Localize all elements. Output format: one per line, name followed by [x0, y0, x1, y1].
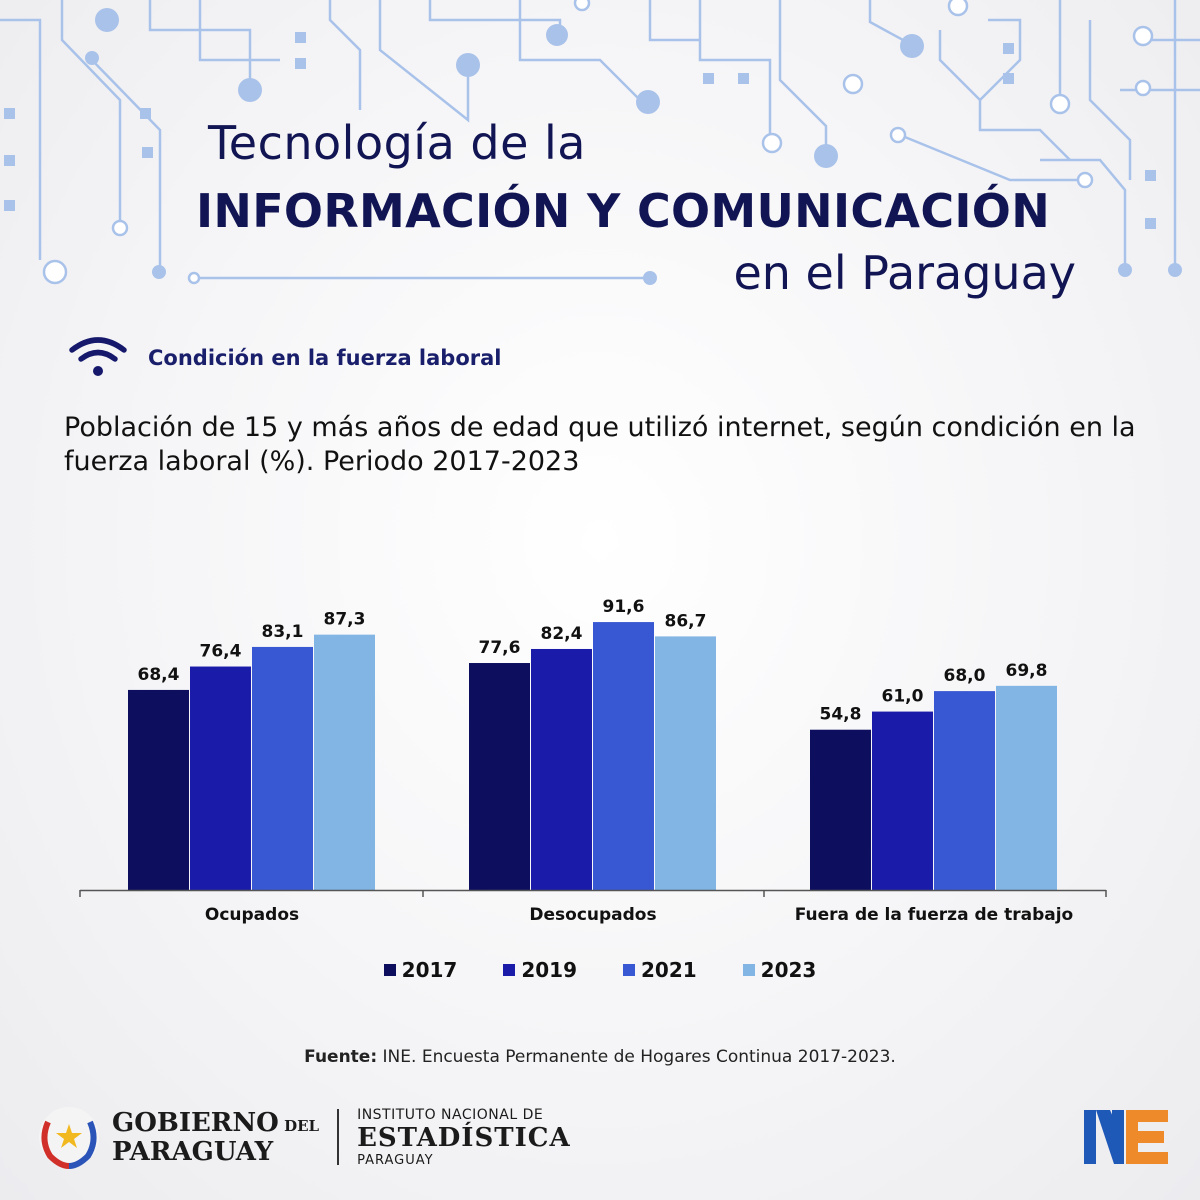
legend-item: 2017: [383, 958, 458, 982]
title-line-3: en el Paraguay: [733, 246, 1076, 300]
source-prefix: Fuente:: [304, 1047, 378, 1067]
bar-2021-1: [593, 622, 654, 890]
circuit-background: [0, 0, 1200, 285]
bar-2019-0: [190, 666, 251, 890]
bar-2019-1: [531, 648, 592, 890]
ine-line1: INSTITUTO NACIONAL DE: [357, 1106, 544, 1123]
category-label: Fuera de la fuerza de trabajo: [795, 905, 1073, 925]
ine-line3: PARAGUAY: [357, 1152, 434, 1168]
bar-2021-0: [252, 646, 313, 890]
legend-item: 2021: [623, 958, 697, 982]
footer-logos: GOBIERNO DEL PARAGUAY INSTITUTO NACIONAL…: [36, 1104, 571, 1170]
category-label: Desocupados: [529, 905, 656, 925]
data-label: 91,6: [603, 597, 645, 617]
gov-line1-small: DEL: [278, 1116, 320, 1135]
bar-2017-2: [810, 729, 871, 890]
title-line-2: INFORMACIÓN Y COMUNICACIÓN: [196, 184, 1050, 238]
legend-label: 2021: [641, 958, 697, 982]
source-note: Fuente: INE. Encuesta Permanente de Hoga…: [0, 1047, 1200, 1067]
bar-2017-1: [469, 663, 530, 890]
government-seal-icon: [39, 1107, 99, 1169]
data-label: 82,4: [541, 624, 583, 644]
ine-logo-icon: [1084, 1110, 1168, 1164]
title-line-1: Tecnología de la: [208, 116, 586, 170]
bar-2019-2: [872, 711, 933, 890]
source-text: INE. Encuesta Permanente de Hogares Cont…: [377, 1047, 896, 1067]
legend-item: 2019: [503, 958, 577, 982]
gov-line1: GOBIERNO: [112, 1107, 279, 1138]
gov-line2: PARAGUAY: [112, 1136, 274, 1167]
data-label: 68,0: [944, 666, 986, 686]
bar-2017-0: [128, 689, 189, 890]
legend-label: 2023: [760, 958, 817, 982]
legend-swatch: [623, 964, 635, 976]
data-label: 69,8: [1006, 661, 1048, 681]
legend-swatch: [383, 964, 396, 976]
data-label: 68,4: [138, 665, 180, 685]
bar-2023-1: [655, 636, 716, 890]
bar-2023-2: [996, 685, 1057, 890]
legend-swatch: [742, 964, 755, 976]
footer-divider: [337, 1109, 340, 1165]
bar-chart: 68,4 76,4 83,1 87,3 Ocupados 77,6 82,4 91,6 86,7…: [79, 597, 1107, 925]
chart-subtitle: Población de 15 y más años de edad que u…: [64, 412, 1136, 477]
data-label: 54,8: [820, 705, 862, 725]
bar-2023-0: [314, 634, 375, 890]
ine-line2: ESTADÍSTICA: [357, 1122, 571, 1153]
legend-label: 2017: [401, 958, 458, 982]
data-label: 61,0: [882, 687, 924, 707]
bar-2021-2: [934, 691, 995, 890]
category-label: Ocupados: [205, 905, 299, 925]
data-label: 87,3: [324, 610, 366, 630]
legend-swatch: [503, 964, 516, 976]
ine-wordmark: INSTITUTO NACIONAL DE ESTADÍSTICA PARAGU…: [357, 1107, 571, 1168]
data-label: 83,1: [262, 622, 304, 642]
legend-label: 2019: [521, 958, 577, 982]
chart-legend: 2017 2019 2021 2023: [0, 958, 1200, 982]
section-label: Condición en la fuerza laboral: [148, 346, 502, 370]
government-wordmark: GOBIERNO DEL PARAGUAY: [112, 1110, 319, 1165]
wifi-icon: [69, 337, 127, 376]
data-label: 76,4: [200, 642, 242, 662]
legend-item: 2023: [742, 958, 817, 982]
data-label: 86,7: [665, 611, 707, 631]
data-label: 77,6: [479, 638, 521, 658]
